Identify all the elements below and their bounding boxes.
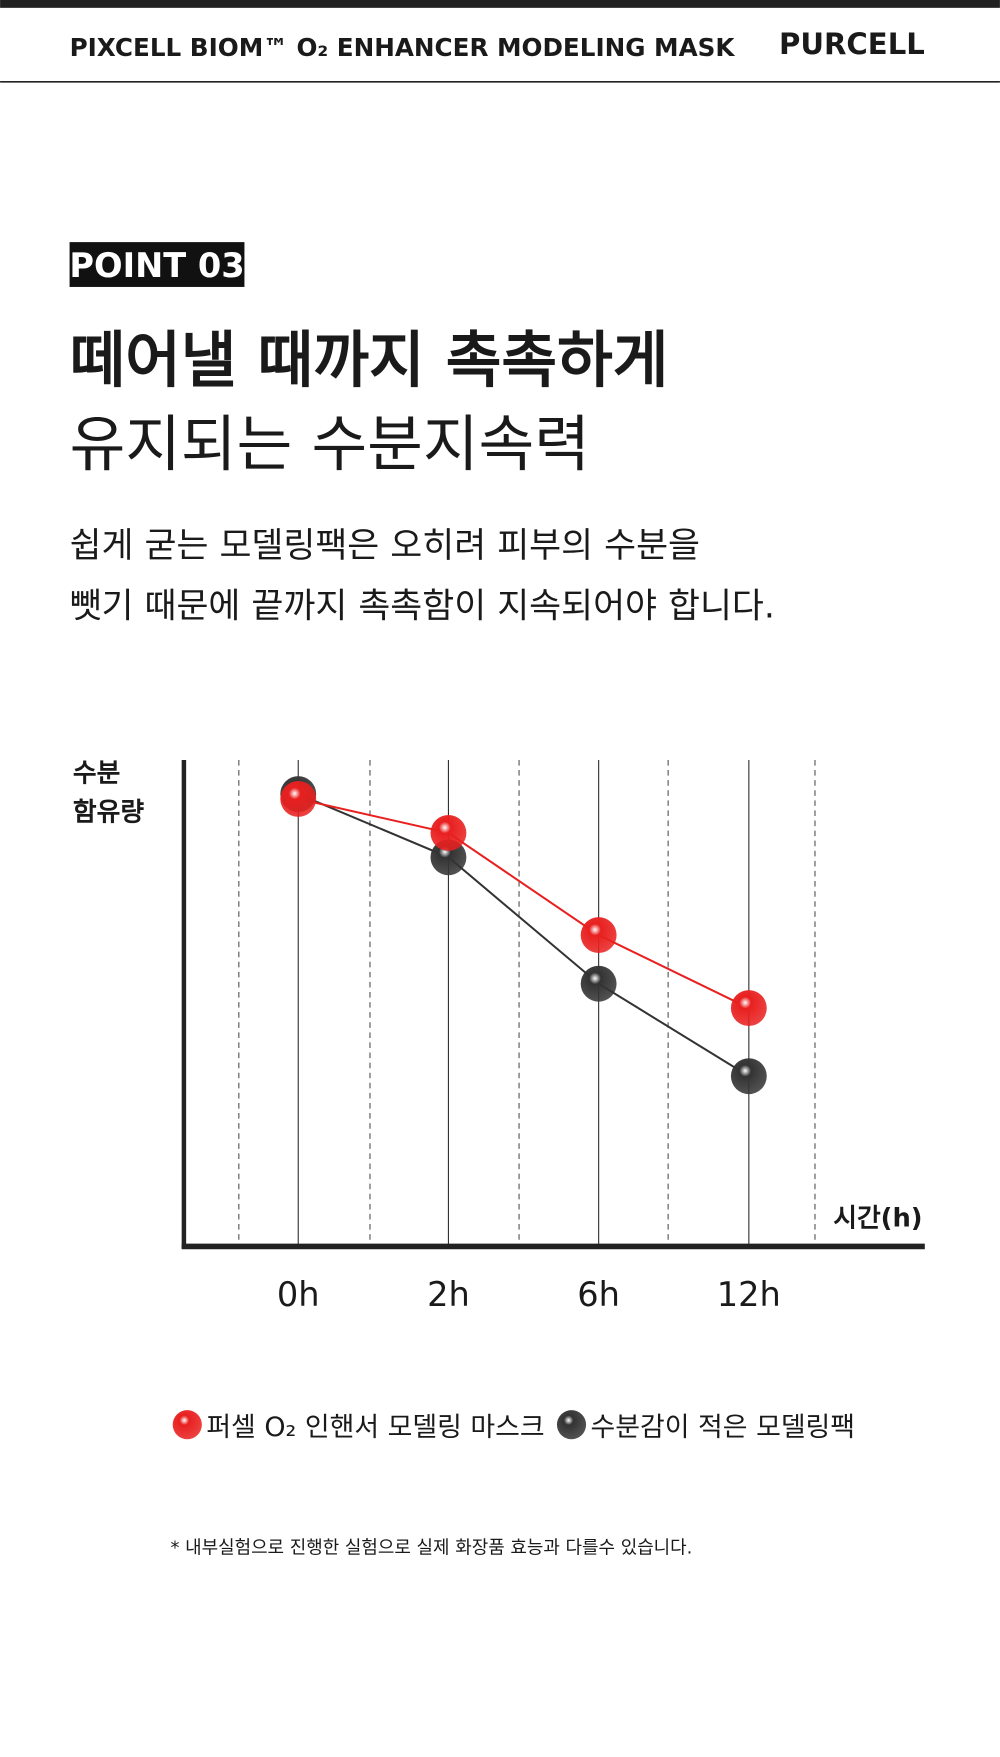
legend-label: 수분감이 적은 모델링팩 — [591, 1412, 856, 1443]
body-text: 뺏기 때문에 끝까지 촉촉함이 지속되어야 합니다. — [70, 587, 775, 627]
data-point — [730, 1058, 767, 1095]
data-point — [580, 965, 617, 1002]
x-tick-label: 2h — [427, 1275, 470, 1314]
headline: 떼어낼 때까지 촉촉하게 — [70, 326, 669, 396]
x-tick-label: 0h — [277, 1275, 320, 1314]
data-point — [430, 815, 467, 851]
series-line — [298, 797, 750, 1009]
dashed-guides — [238, 759, 816, 1245]
brand: PURCELL — [779, 27, 925, 61]
product-name: PIXCELL BIOM™ O₂ ENHANCER MODELING MASK — [70, 33, 736, 62]
legend-label: 퍼셀 O₂ 인핸서 모델링 마스크 — [206, 1412, 544, 1443]
data-point — [280, 780, 317, 817]
data-point — [580, 917, 617, 954]
series-line — [297, 793, 750, 1078]
x-label: 시간(h) — [833, 1203, 922, 1233]
chart — [280, 759, 767, 1247]
headline: 유지되는 수분지속력 — [70, 410, 590, 480]
x-tick-label: 6h — [577, 1275, 620, 1314]
body-text: 쉽게 굳는 모델링팩은 오히려 피부의 수분을 — [70, 526, 700, 566]
badge-bg — [69, 242, 245, 287]
y-label: 함유량 — [73, 797, 144, 827]
legend-swatch — [556, 1410, 587, 1440]
x-tick-label: 12h — [717, 1275, 781, 1314]
data-point — [730, 990, 767, 1026]
footnote: * 내부실험으로 진행한 실험으로 실제 화장품 효능과 다를수 있습니다. — [170, 1538, 692, 1559]
legend-swatch — [172, 1410, 202, 1440]
badge: POINT 03 — [69, 246, 244, 285]
top-bar — [0, 0, 1000, 8]
legend: 퍼셀 O₂ 인핸서 모델링 마스크 수분감이 적은 모델링팩 — [172, 1410, 856, 1443]
y-label: 수분 — [73, 758, 120, 788]
